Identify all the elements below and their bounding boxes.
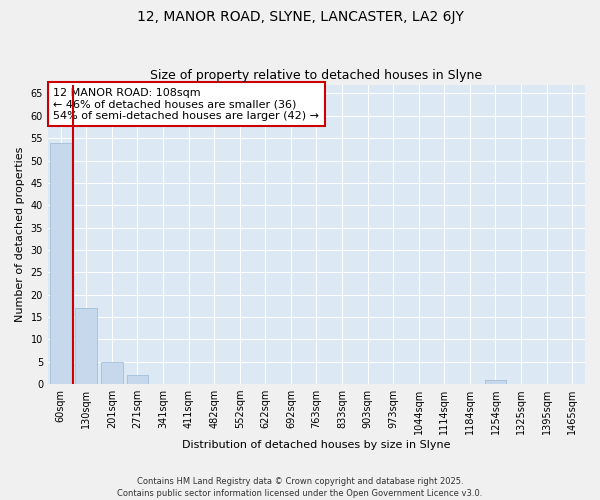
Bar xyxy=(76,308,97,384)
Bar xyxy=(127,375,148,384)
Text: 12 MANOR ROAD: 108sqm
← 46% of detached houses are smaller (36)
54% of semi-deta: 12 MANOR ROAD: 108sqm ← 46% of detached … xyxy=(53,88,319,121)
Text: 12, MANOR ROAD, SLYNE, LANCASTER, LA2 6JY: 12, MANOR ROAD, SLYNE, LANCASTER, LA2 6J… xyxy=(137,10,463,24)
Title: Size of property relative to detached houses in Slyne: Size of property relative to detached ho… xyxy=(151,69,482,82)
Bar xyxy=(101,362,123,384)
Bar xyxy=(50,142,71,384)
Text: Contains HM Land Registry data © Crown copyright and database right 2025.
Contai: Contains HM Land Registry data © Crown c… xyxy=(118,476,482,498)
Bar xyxy=(485,380,506,384)
Y-axis label: Number of detached properties: Number of detached properties xyxy=(15,146,25,322)
X-axis label: Distribution of detached houses by size in Slyne: Distribution of detached houses by size … xyxy=(182,440,451,450)
